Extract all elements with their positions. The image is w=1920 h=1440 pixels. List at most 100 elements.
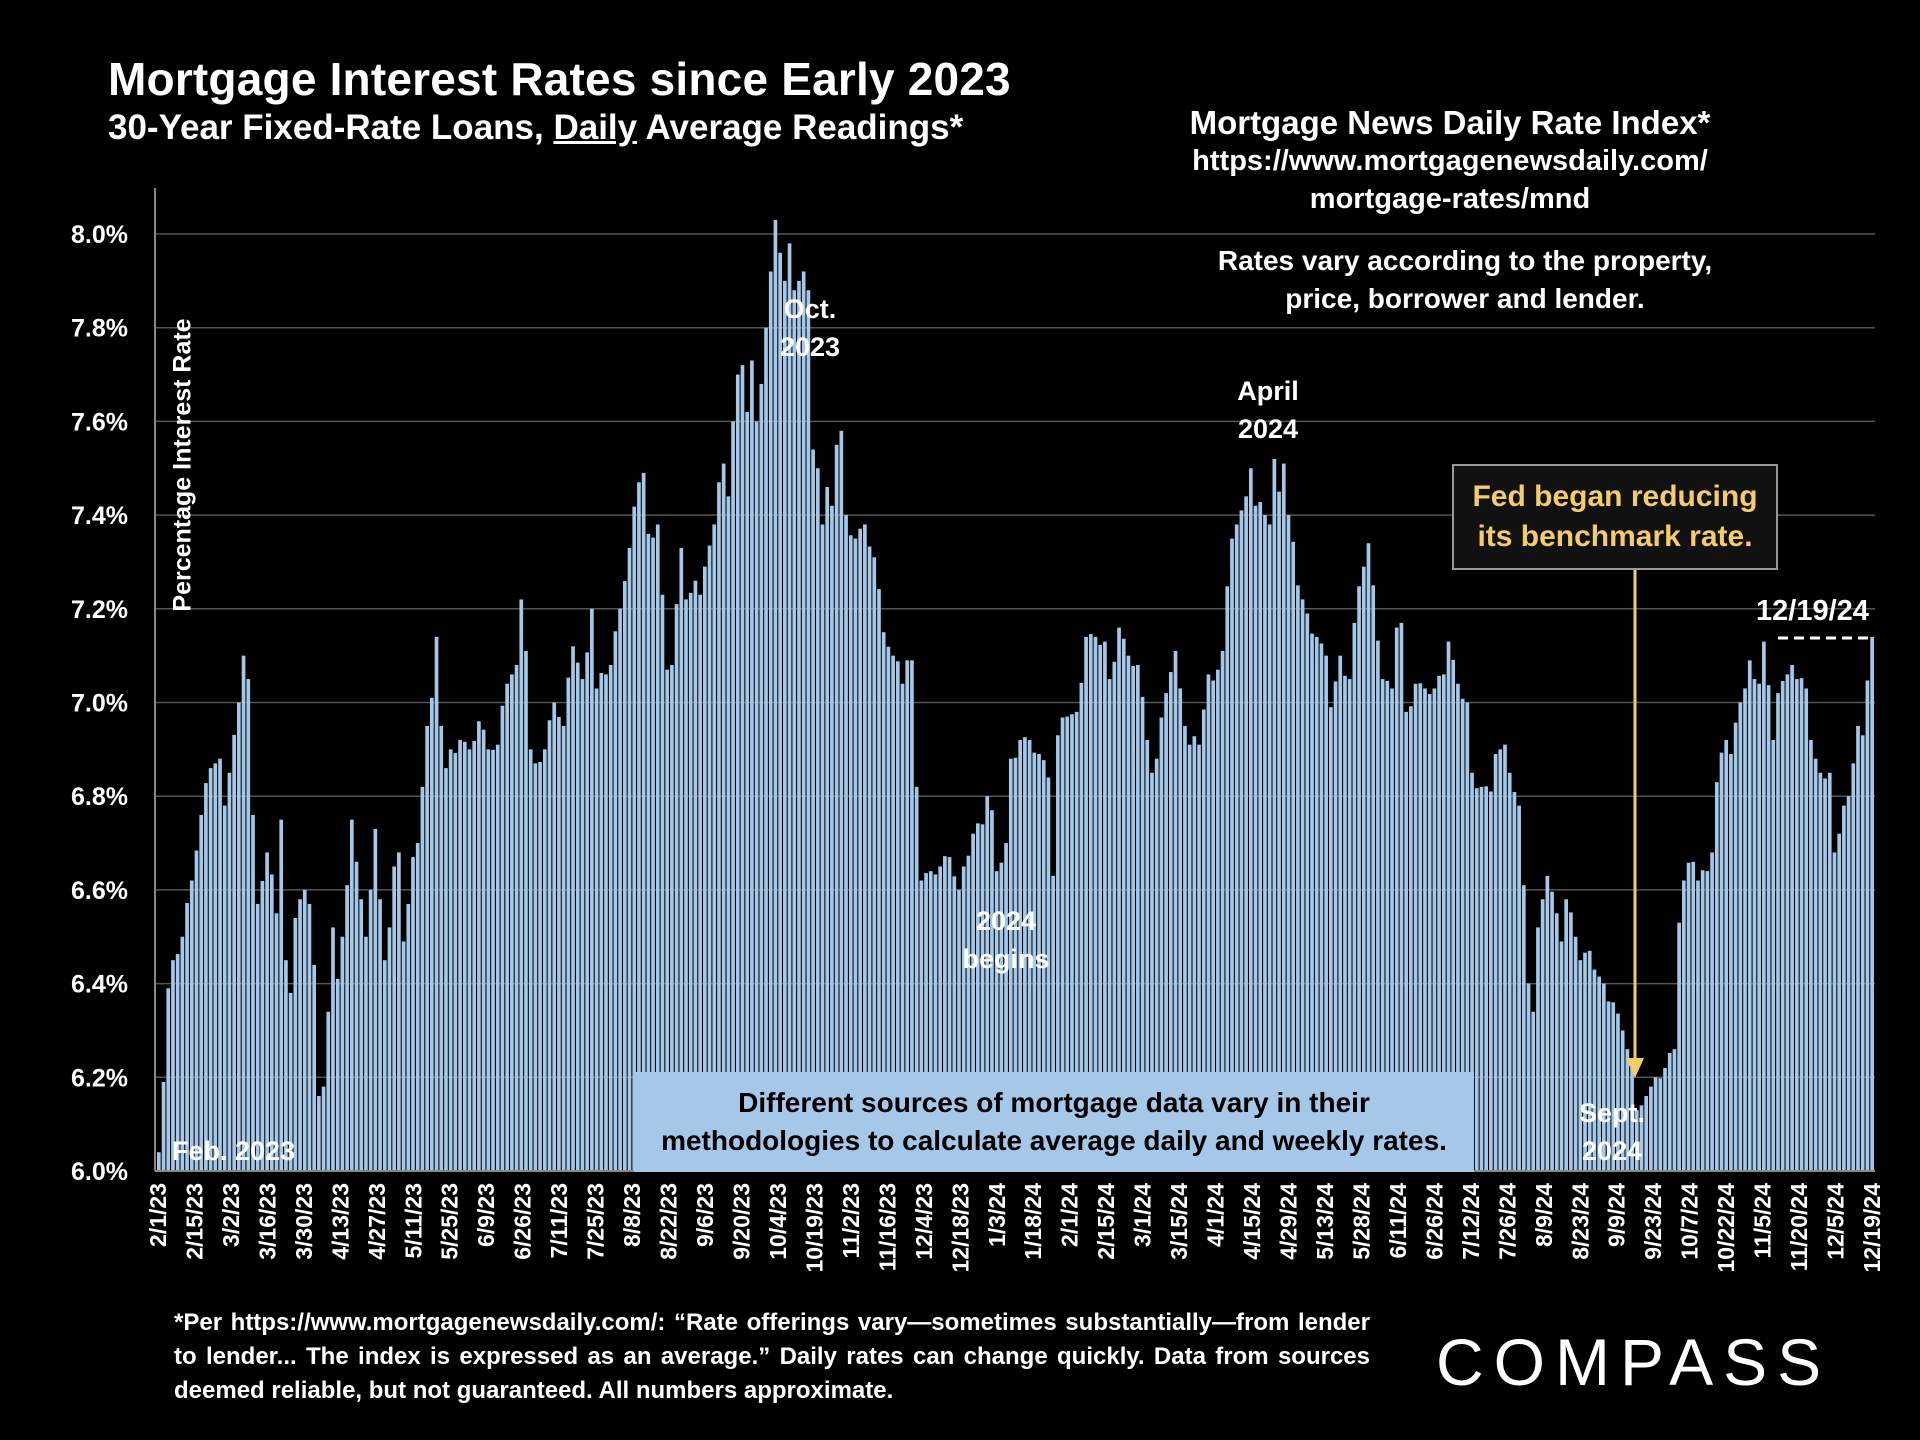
rate-bar bbox=[1239, 510, 1244, 1171]
rate-bar bbox=[1168, 672, 1173, 1171]
rate-bar bbox=[1150, 772, 1154, 1171]
rate-bar bbox=[599, 672, 604, 1171]
rate-bar bbox=[1131, 665, 1135, 1171]
x-tick-label: 2/1/24 bbox=[1057, 1183, 1083, 1247]
rate-bar bbox=[1037, 754, 1041, 1171]
rate-bar bbox=[1757, 683, 1761, 1171]
rate-bar bbox=[632, 506, 637, 1171]
rate-bar bbox=[397, 852, 401, 1171]
rate-bar bbox=[801, 271, 806, 1172]
rate-bar bbox=[1809, 739, 1813, 1171]
rate-bar bbox=[1474, 788, 1479, 1171]
rate-bar bbox=[185, 903, 189, 1171]
rate-bar bbox=[495, 744, 500, 1171]
rate-bar bbox=[1550, 891, 1554, 1171]
rate-bar bbox=[1413, 683, 1418, 1171]
rate-bar bbox=[1286, 515, 1291, 1171]
rate-bar bbox=[1220, 650, 1225, 1171]
rates-note: Rates vary according to the property, pr… bbox=[1150, 242, 1780, 318]
rate-bar bbox=[604, 674, 608, 1171]
rate-bar bbox=[1380, 679, 1385, 1171]
rate-bar bbox=[1418, 683, 1423, 1171]
rate-bar bbox=[1649, 1086, 1653, 1171]
data-sources-note: Different sources of mortgage data vary … bbox=[634, 1072, 1474, 1172]
rate-bar bbox=[1686, 862, 1691, 1171]
rate-bar bbox=[1357, 586, 1361, 1171]
rate-bar bbox=[519, 599, 524, 1171]
source-name: Mortgage News Daily Rate Index* bbox=[1189, 104, 1711, 141]
rate-bar bbox=[368, 889, 373, 1171]
rate-bar bbox=[1093, 636, 1098, 1171]
rate-bar bbox=[1032, 752, 1037, 1171]
rate-bar bbox=[1507, 772, 1512, 1171]
y-tick-label: 7.4% bbox=[71, 502, 128, 530]
rate-bar bbox=[764, 327, 768, 1171]
x-tick-label: 9/23/24 bbox=[1640, 1183, 1666, 1260]
x-tick-label: 8/9/24 bbox=[1531, 1183, 1557, 1247]
rate-bar bbox=[302, 889, 307, 1171]
rate-bar bbox=[928, 871, 933, 1171]
x-tick-label: 3/2/23 bbox=[218, 1183, 244, 1247]
rate-bar bbox=[444, 768, 448, 1171]
rate-bar bbox=[1616, 1013, 1620, 1171]
rate-bar bbox=[1837, 833, 1842, 1171]
x-tick-label: 4/1/24 bbox=[1203, 1183, 1229, 1247]
y-tick-label: 7.6% bbox=[71, 408, 128, 436]
rate-bar bbox=[980, 824, 985, 1171]
rate-bar bbox=[255, 903, 260, 1171]
rate-bar bbox=[524, 650, 528, 1171]
rate-bar bbox=[359, 899, 364, 1171]
x-tick-label: 12/4/23 bbox=[911, 1183, 937, 1260]
rate-bar bbox=[1470, 772, 1474, 1171]
rate-bar bbox=[1173, 650, 1178, 1171]
rate-bar bbox=[246, 679, 251, 1171]
rate-bar bbox=[655, 524, 660, 1171]
rate-bar bbox=[830, 505, 834, 1172]
rate-bar bbox=[1361, 566, 1366, 1171]
rate-bar bbox=[1653, 1077, 1658, 1171]
rate-bar bbox=[1489, 791, 1493, 1171]
rate-bar bbox=[180, 936, 185, 1171]
rate-bar bbox=[1333, 681, 1338, 1171]
rate-bar bbox=[1545, 875, 1550, 1171]
rate-bar bbox=[1682, 880, 1686, 1171]
subtitle-suffix: Average Readings* bbox=[637, 108, 964, 147]
rate-bar bbox=[1263, 515, 1267, 1171]
rate-bar bbox=[900, 683, 905, 1171]
rate-bar bbox=[924, 873, 928, 1171]
rate-bar bbox=[1851, 763, 1856, 1171]
rate-bar bbox=[1498, 749, 1503, 1171]
rate-bar bbox=[1051, 875, 1055, 1171]
y-tick-label: 6.6% bbox=[71, 877, 128, 905]
rate-bar bbox=[684, 599, 688, 1171]
y-tick-label: 7.2% bbox=[71, 596, 128, 624]
rate-bar bbox=[820, 524, 825, 1171]
rate-bar bbox=[999, 862, 1004, 1171]
rate-bar bbox=[745, 412, 750, 1171]
rate-bar bbox=[232, 734, 236, 1171]
rate-bar bbox=[1117, 627, 1121, 1171]
x-tick-label: 4/15/24 bbox=[1239, 1183, 1265, 1260]
rate-bar bbox=[1766, 685, 1771, 1171]
rate-bar bbox=[815, 468, 820, 1171]
sept-label: Sept. bbox=[1578, 1098, 1645, 1128]
fed-line2: its benchmark rate. bbox=[1477, 520, 1753, 553]
rate-bar bbox=[872, 557, 877, 1171]
rate-bar bbox=[994, 871, 999, 1171]
y-tick-label: 6.2% bbox=[71, 1064, 128, 1092]
rate-bar bbox=[1823, 778, 1827, 1171]
rate-bar bbox=[373, 828, 378, 1171]
rate-bar bbox=[947, 857, 952, 1171]
footnote: *Per https://www.mortgagenewsdaily.com/:… bbox=[174, 1309, 1370, 1404]
rate-bar bbox=[825, 486, 830, 1171]
rate-bar bbox=[571, 646, 575, 1171]
overlay bbox=[1626, 570, 1874, 1078]
rate-bar bbox=[1065, 716, 1070, 1171]
rate-bar bbox=[1366, 543, 1371, 1171]
rate-bar bbox=[1813, 758, 1818, 1171]
rate-bar bbox=[660, 594, 665, 1171]
rate-bar bbox=[679, 547, 684, 1171]
rate-bar bbox=[1319, 643, 1324, 1171]
rate-bar bbox=[580, 679, 585, 1171]
rate-bar bbox=[1324, 655, 1328, 1171]
